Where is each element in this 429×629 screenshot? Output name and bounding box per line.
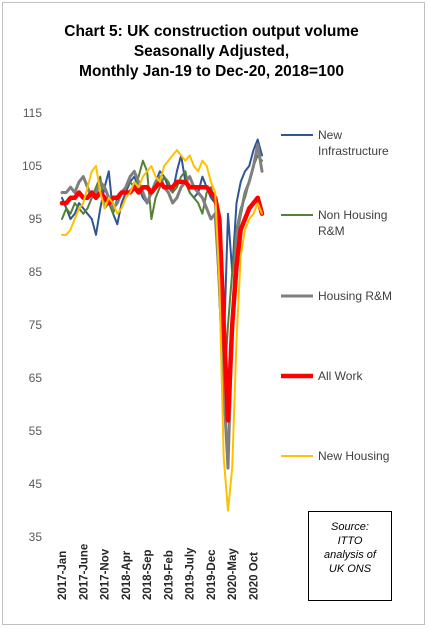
series-line-new-housing (61, 149, 263, 512)
y-tick-label: 115 (23, 106, 42, 120)
x-tick-label: 2019-July (185, 547, 197, 600)
chart-title-line-3: Monthly Jan-19 to Dec-20, 2018=100 (79, 63, 344, 80)
chart-title-line-1: Chart 5: UK construction output volume (64, 23, 359, 40)
legend-label: All Work (318, 369, 363, 383)
x-tick-label: 2018-Apr (121, 550, 133, 600)
x-tick-label: 2017-June (78, 544, 90, 600)
x-axis-ticks: 2017-Jan 2017-June 2017-Nov 2018-Apr 2018-Se… (57, 544, 260, 600)
source-note: Source: ITTO analysis of UK ONS (308, 511, 392, 601)
chart-frame (2, 2, 425, 625)
x-tick-label: 2018-Sep (142, 549, 154, 600)
source-line-4: UK ONS (328, 563, 372, 575)
y-tick-label: 65 (29, 371, 43, 385)
x-tick-label: 2020-May (227, 548, 239, 600)
x-tick-label: 2017-Nov (100, 548, 112, 600)
source-line-2: ITTO (337, 535, 363, 547)
series-line-all-work (59, 179, 265, 423)
source-line-1: Source: (331, 521, 369, 533)
legend-label: Housing R&M (318, 289, 392, 303)
y-axis-ticks: 35 45 55 65 75 85 95 105 115 (22, 106, 42, 544)
y-tick-label: 35 (29, 530, 43, 544)
source-line-3: analysis of (324, 549, 376, 561)
legend-item-all-work: All Work (281, 369, 363, 383)
legend-item-new-infrastructure: New Infrastructure (281, 128, 389, 158)
chart-title: Chart 5: UK construction output volume S… (0, 22, 423, 82)
x-tick-label: 2019-Feb (163, 550, 175, 600)
y-tick-label: 105 (22, 159, 42, 173)
legend-item-non-housing-r-m: Non Housing R&M (281, 208, 387, 238)
x-tick-label: 2020 Oct (248, 552, 260, 600)
legend-label: New Infrastructure (318, 128, 389, 158)
x-tick-label: 2017-Jan (57, 551, 69, 600)
chart-title-line-2: Seasonally Adjusted, (133, 43, 290, 60)
y-tick-label: 45 (29, 477, 43, 491)
legend-item-new-housing: New Housing (281, 449, 389, 463)
legend-item-housing-r-m: Housing R&M (281, 289, 392, 303)
series-lines (59, 138, 265, 512)
legend-label: Non Housing R&M (318, 208, 387, 238)
y-tick-label: 95 (29, 212, 43, 226)
x-tick-label: 2019-Dec (206, 549, 218, 600)
y-tick-label: 85 (29, 265, 43, 279)
y-tick-label: 75 (29, 318, 43, 332)
y-tick-label: 55 (29, 424, 43, 438)
legend: New Infrastructure Non Housing R&M Housing R… (281, 128, 392, 463)
legend-label: New Housing (318, 449, 389, 463)
